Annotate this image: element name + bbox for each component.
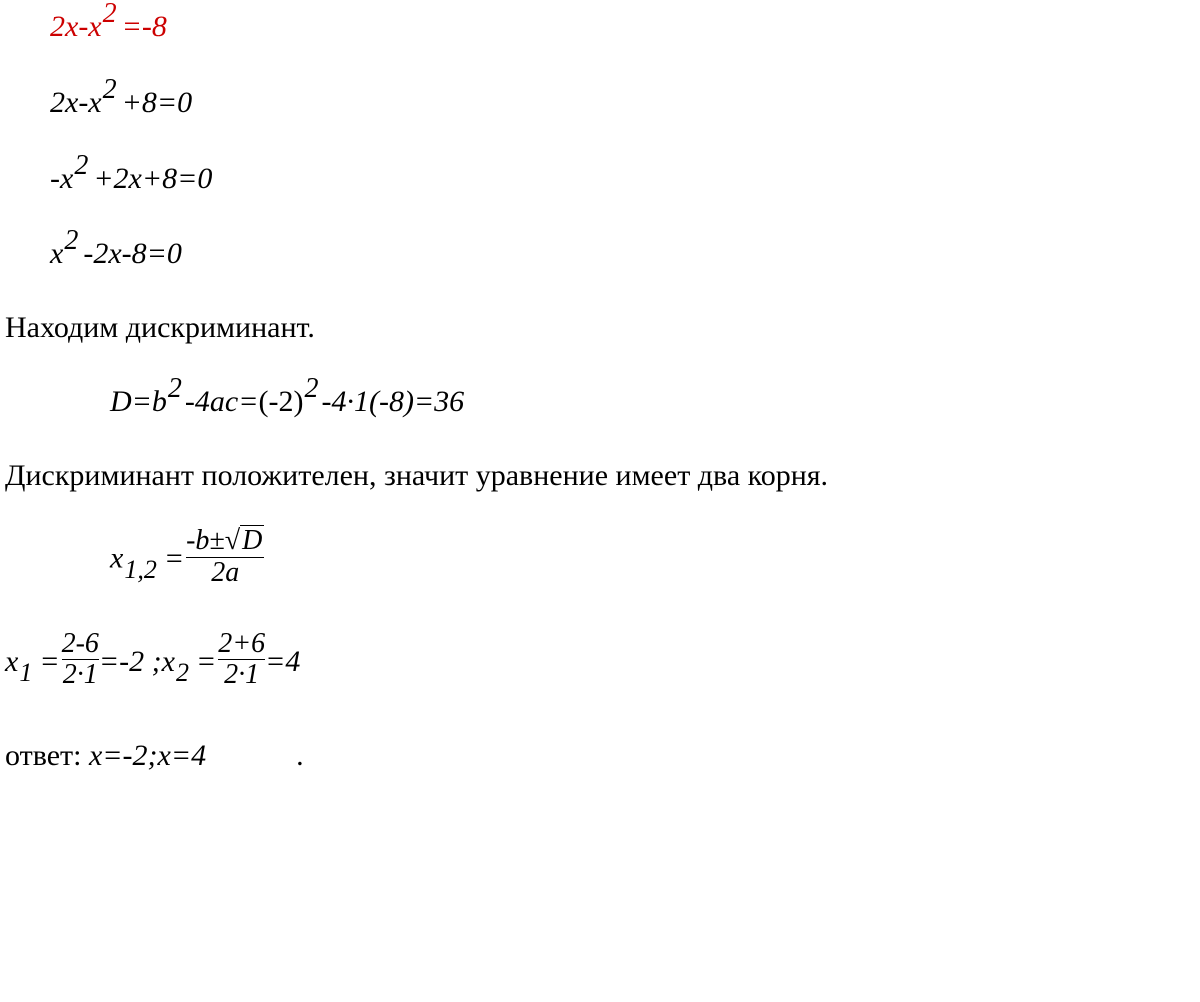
eq3-tail: +2x+8=0 xyxy=(93,162,212,195)
rv-x1-num: 2-6 xyxy=(62,629,99,660)
rf-eq: = xyxy=(164,542,184,575)
rv-x2-label: x xyxy=(162,645,175,678)
rv-eq1: = xyxy=(39,645,59,678)
equation-standard-form: x2-2x-8=0 xyxy=(50,237,1200,271)
rv-x2-num: 2+6 xyxy=(218,629,265,660)
rf-fraction: -b±√D 2a xyxy=(186,525,264,589)
rv-x1-res: =-2 xyxy=(99,645,144,678)
rf-sqrt-arg: D xyxy=(240,525,264,557)
eq4-sup: 2 xyxy=(64,225,78,256)
eq1-sup: 2 xyxy=(103,0,117,29)
eq4-tail: -2x-8=0 xyxy=(83,237,182,270)
eq4-lead: x xyxy=(50,237,63,270)
answer-period: . xyxy=(296,739,304,772)
equation-original: 2x-x2=-8 xyxy=(50,10,1200,44)
eq1-tail: =-8 xyxy=(122,10,167,43)
eq2-part1: 2x-x xyxy=(50,86,102,119)
rv-x1-den: 2·1 xyxy=(62,659,99,691)
rv-frac1: 2-6 2·1 xyxy=(62,629,99,692)
sqrt-icon: √ xyxy=(225,525,240,556)
math-solution-page: 2x-x2=-8 2x-x2+8=0 -x2+2x+8=0 x2-2x-8=0 … xyxy=(0,0,1200,773)
answer-label: ответ: xyxy=(5,739,89,772)
disc-paren1-sup: 2 xyxy=(304,373,318,404)
answer-body: x=-2;x=4 xyxy=(89,739,206,772)
rv-eq2: = xyxy=(196,645,216,678)
disc-D: D=b xyxy=(110,385,167,418)
rf-num-lead: -b± xyxy=(186,525,225,556)
equation-step3: -x2+2x+8=0 xyxy=(50,162,1200,196)
disc-paren1: (-2) xyxy=(258,385,303,418)
eq3-sup: 2 xyxy=(74,150,88,181)
rv-sep: ; xyxy=(144,645,162,678)
text-discriminant-positive: Дискриминант положителен, значит уравнен… xyxy=(5,459,1200,493)
disc-rest: -4·1(-8)=36 xyxy=(321,385,464,418)
eq3-lead: -x xyxy=(50,162,73,195)
eq1-part1: 2x-x xyxy=(50,10,102,43)
rv-x2-res: =4 xyxy=(265,645,300,678)
rf-den: 2a xyxy=(186,557,264,589)
rv-x2-sub: 2 xyxy=(176,658,189,687)
rv-frac2: 2+6 2·1 xyxy=(218,629,265,692)
eq2-tail: +8=0 xyxy=(122,86,193,119)
equation-step2: 2x-x2+8=0 xyxy=(50,86,1200,120)
disc-mid: -4ac= xyxy=(185,385,259,418)
roots-general-formula: x1,2= -b±√D 2a xyxy=(110,529,1200,593)
rf-x: x xyxy=(110,542,123,575)
heading-find-discriminant: Находим дискриминант. xyxy=(5,311,1200,345)
roots-values: x1= 2-6 2·1 =-2 ;x2= 2+6 2·1 =4 xyxy=(5,633,1200,696)
eq2-sup: 2 xyxy=(103,74,117,105)
rf-sub: 1,2 xyxy=(124,555,157,584)
rf-num: -b±√D xyxy=(186,525,264,557)
discriminant-formula: D=b2-4ac=(-2)2-4·1(-8)=36 xyxy=(110,385,1200,419)
rv-x2-den: 2·1 xyxy=(218,659,265,691)
rv-x1-sub: 1 xyxy=(19,658,32,687)
rv-x1-label: x xyxy=(5,645,18,678)
answer-line: ответ: x=-2;x=4. xyxy=(5,739,1200,773)
disc-b-sup: 2 xyxy=(168,373,182,404)
